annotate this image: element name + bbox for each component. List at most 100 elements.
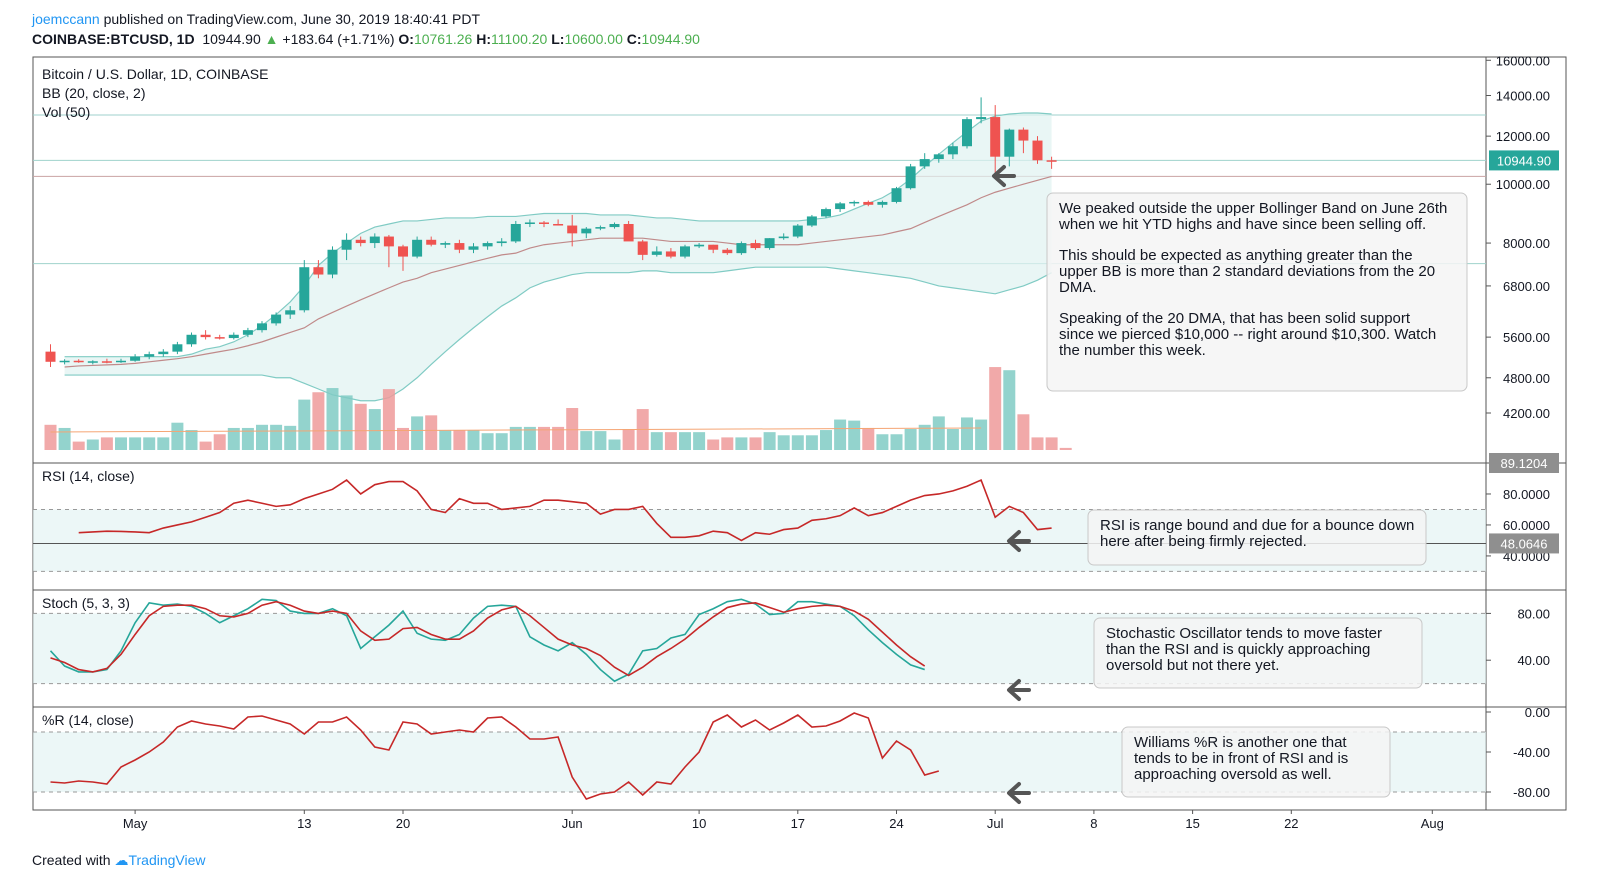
candle-body	[313, 267, 324, 275]
volume-bar	[1059, 447, 1072, 450]
bb-lower-line	[64, 266, 1052, 402]
volume-bar	[791, 435, 804, 450]
volume-bar	[1045, 437, 1058, 450]
candle-body	[468, 246, 479, 250]
x-tick-label: 22	[1284, 816, 1298, 831]
note-bollinger-text: upper BB is more than 2 standard deviati…	[1059, 263, 1435, 280]
volume-bar	[735, 437, 748, 450]
price-tick-label: 5600.00	[1503, 330, 1550, 345]
volume-bar	[975, 419, 988, 450]
candle-body	[510, 223, 521, 242]
footer-credit: Created with ☁TradingView	[32, 852, 206, 869]
candle-body	[454, 243, 465, 250]
indicator-panes[interactable]: RSI (14, close) Stoch (5, 3, 3) %R (14, cl…	[33, 468, 1486, 800]
willr-tick-label: 0.00	[1525, 705, 1550, 720]
price-tick-label: 6800.00	[1503, 279, 1550, 294]
candle-body	[228, 334, 239, 339]
candle-body	[45, 351, 56, 362]
note-rsi-box	[1087, 509, 1427, 566]
candle-body	[792, 225, 803, 237]
vol-label: Vol (50)	[42, 104, 90, 120]
candle-body	[214, 337, 225, 339]
candle-body	[665, 251, 676, 257]
candle-body	[524, 222, 535, 224]
open-value: 10761.26	[413, 31, 473, 47]
candle-body	[976, 117, 987, 120]
rsi-line	[78, 478, 1052, 542]
volume-bar	[256, 424, 268, 450]
x-tick-label: 13	[297, 816, 311, 831]
volume-bar	[946, 429, 959, 450]
volume-bar	[693, 432, 706, 450]
candle-body	[539, 222, 549, 224]
volume-bar	[58, 427, 71, 450]
candle-body	[863, 201, 874, 205]
annotations-layer: We peaked outside the upper Bollinger Ba…	[992, 165, 1468, 804]
arrow-left-icon	[992, 165, 1016, 187]
rsi-current-label: 48.0646	[1501, 536, 1548, 551]
stoch-k-line	[49, 598, 925, 683]
publish-text: published on TradingView.com, June 30, 2…	[103, 11, 481, 27]
tradingview-link[interactable]: TradingView	[128, 852, 206, 868]
candle-body	[341, 239, 352, 250]
volume-bar	[100, 437, 113, 450]
x-tick-label: Jul	[987, 816, 1004, 831]
volume-bar	[411, 416, 424, 450]
candle-body	[849, 201, 860, 204]
price-tick-label: 8000.00	[1503, 236, 1550, 251]
volume-bar	[721, 437, 734, 450]
volume-bar	[805, 435, 818, 450]
volume-bar	[1031, 437, 1044, 450]
note-bollinger-text: when we hit YTD highs and have since bee…	[1058, 216, 1426, 233]
volume-bar	[918, 424, 931, 450]
candle-body	[242, 330, 253, 335]
ohlc-line: COINBASE:BTCUSD, 1D 10944.90 ▲ +183.64 (…	[32, 31, 700, 47]
candle-body	[581, 228, 592, 234]
candle-body	[933, 154, 944, 160]
volume-bar	[650, 432, 663, 450]
bb-basis-line	[64, 175, 1052, 368]
last-price: 10944.90	[202, 31, 261, 47]
volume-bar	[820, 430, 832, 450]
axes-layer: May 13 20 Jun 10 17 24 Jul 8 15 22 Aug 16000.00 14000…	[123, 53, 1559, 831]
change-value: +183.64 (+1.71%)	[282, 31, 395, 47]
candle-body	[891, 188, 902, 202]
volume-bar	[509, 426, 522, 450]
candle-body	[778, 236, 789, 239]
volume-bar	[270, 424, 283, 450]
candle-body	[553, 223, 564, 226]
candle-body	[609, 223, 620, 228]
note-willr-box	[1121, 726, 1391, 798]
candle-body	[623, 223, 634, 242]
note-stoch-text: oversold but not there yet.	[1106, 657, 1279, 674]
candle-body	[116, 360, 126, 363]
volume-bar	[608, 439, 621, 450]
open-label: O:	[398, 31, 414, 47]
rsi-max-badge	[1489, 453, 1559, 473]
candle-body	[764, 238, 775, 249]
volume-bar	[185, 430, 198, 450]
volume-bar	[397, 427, 409, 450]
candle-body	[680, 246, 690, 257]
candle-body	[172, 344, 183, 352]
price-tick-label: 14000.00	[1496, 88, 1550, 103]
price-pane[interactable]: Bitcoin / U.S. Dollar, 1D, COINBASE BB (2…	[33, 66, 1486, 450]
note-rsi-text: RSI is range bound and due for a bounce …	[1100, 517, 1414, 534]
price-tick-label: 12000.00	[1496, 129, 1550, 144]
volume-bar	[664, 432, 677, 450]
volume-bar	[171, 422, 184, 450]
volume-bar	[1017, 414, 1030, 450]
volume-bar	[298, 399, 311, 450]
candle-body	[257, 323, 267, 331]
volume-bar	[961, 417, 973, 450]
note-rsi-text: here after being firmly rejected.	[1100, 533, 1307, 550]
volume-bar	[439, 430, 452, 450]
publish-info: joemccann published on TradingView.com, …	[32, 11, 480, 27]
volume-ma-line	[50, 427, 982, 433]
close-label: C:	[626, 31, 642, 47]
candle-body	[637, 241, 648, 255]
author-link[interactable]: joemccann	[32, 11, 100, 27]
candle-body	[736, 243, 747, 254]
price-tick-label: 4800.00	[1503, 371, 1550, 386]
